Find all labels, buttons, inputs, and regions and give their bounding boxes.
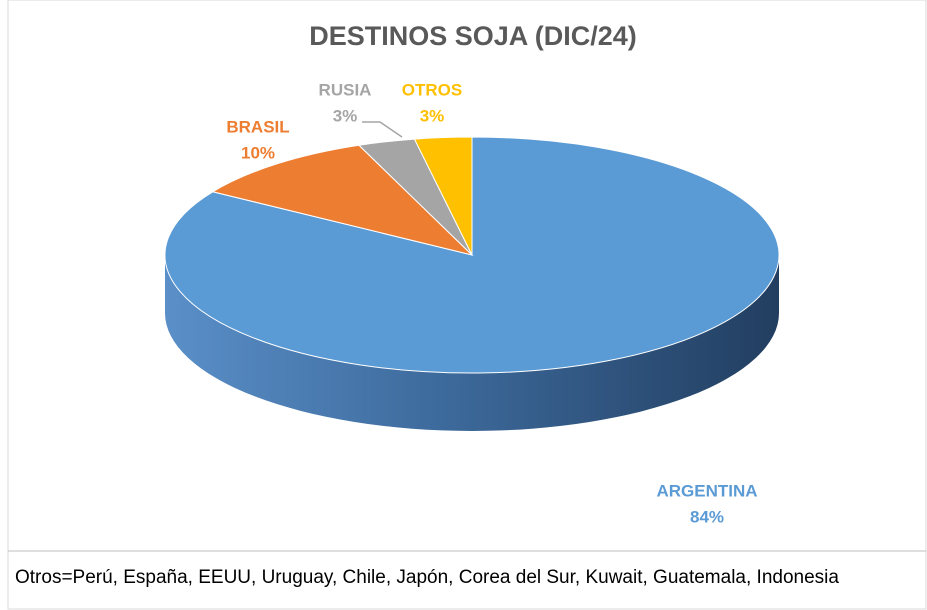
slice-label: BRASIL [226, 117, 289, 136]
footnote: Otros=Perú, España, EEUU, Uruguay, Chile… [15, 567, 839, 588]
slice-label: ARGENTINA [656, 481, 757, 500]
slice [211, 144, 474, 256]
leader-line [362, 121, 403, 138]
slice-value-label: 3% [333, 106, 358, 125]
slice-value-label: 10% [241, 143, 275, 162]
slice [413, 136, 473, 256]
slice-value-label: 84% [690, 507, 724, 526]
chart-title: DESTINOS SOJA (DIC/24) [309, 21, 637, 51]
slice-side [165, 255, 779, 431]
slice-label: OTROS [402, 80, 462, 99]
pie [164, 136, 780, 431]
slice-value-label: 3% [420, 106, 445, 125]
slice-label: RUSIA [319, 80, 372, 99]
